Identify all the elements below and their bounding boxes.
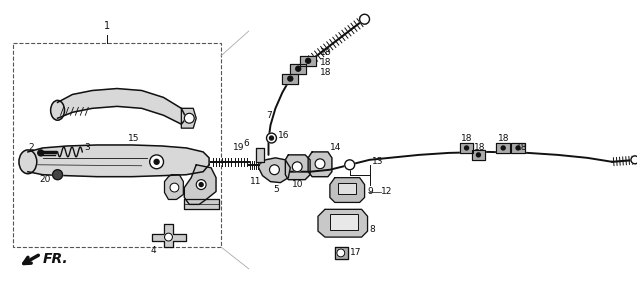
- Polygon shape: [291, 64, 306, 74]
- Text: 15: 15: [128, 134, 140, 142]
- Text: 7: 7: [267, 111, 273, 120]
- Text: 17: 17: [349, 249, 361, 257]
- Text: 16: 16: [278, 131, 290, 140]
- Text: 18: 18: [516, 144, 527, 152]
- Circle shape: [337, 249, 345, 257]
- Circle shape: [52, 170, 63, 180]
- Text: 18: 18: [474, 144, 485, 152]
- Polygon shape: [472, 150, 485, 160]
- Text: 3: 3: [84, 144, 90, 152]
- Polygon shape: [282, 74, 298, 84]
- Polygon shape: [58, 89, 186, 124]
- Text: 10: 10: [291, 180, 303, 189]
- Text: 18: 18: [461, 134, 472, 142]
- Text: 8: 8: [369, 225, 375, 234]
- Text: 9: 9: [367, 187, 373, 196]
- Bar: [13, 43, 221, 247]
- Text: 4: 4: [151, 247, 157, 255]
- Circle shape: [164, 233, 172, 241]
- Polygon shape: [330, 178, 365, 202]
- Polygon shape: [460, 143, 474, 153]
- Circle shape: [269, 136, 273, 140]
- Polygon shape: [164, 175, 183, 199]
- Bar: [330, 214, 358, 230]
- Text: 11: 11: [250, 177, 261, 186]
- Polygon shape: [28, 145, 209, 177]
- Circle shape: [170, 183, 179, 192]
- Polygon shape: [511, 143, 525, 153]
- Polygon shape: [308, 152, 332, 177]
- Polygon shape: [318, 209, 367, 237]
- Text: 18: 18: [320, 48, 332, 57]
- Bar: [338, 183, 356, 194]
- Circle shape: [288, 76, 292, 81]
- Polygon shape: [184, 165, 216, 204]
- Circle shape: [465, 146, 468, 150]
- Circle shape: [476, 153, 481, 157]
- Polygon shape: [300, 56, 316, 66]
- Polygon shape: [184, 199, 219, 209]
- Text: 14: 14: [330, 144, 341, 152]
- Polygon shape: [335, 247, 348, 259]
- Circle shape: [360, 14, 369, 24]
- Circle shape: [345, 160, 355, 170]
- Ellipse shape: [51, 100, 65, 120]
- Polygon shape: [285, 155, 310, 180]
- Polygon shape: [152, 224, 186, 247]
- Circle shape: [52, 170, 63, 180]
- Text: 19: 19: [233, 144, 244, 152]
- Text: 20: 20: [39, 175, 51, 184]
- Text: 12: 12: [381, 187, 393, 196]
- Circle shape: [196, 180, 206, 190]
- Polygon shape: [259, 158, 291, 183]
- Circle shape: [631, 156, 639, 164]
- Circle shape: [266, 133, 276, 143]
- Circle shape: [150, 155, 164, 169]
- Circle shape: [38, 150, 44, 156]
- Text: 18: 18: [497, 134, 509, 142]
- Circle shape: [154, 159, 159, 164]
- Circle shape: [199, 183, 203, 186]
- Text: 18: 18: [320, 68, 332, 77]
- Circle shape: [306, 58, 310, 63]
- Text: 5: 5: [273, 185, 279, 194]
- Circle shape: [501, 146, 505, 150]
- Circle shape: [315, 159, 325, 169]
- Text: 13: 13: [371, 157, 383, 166]
- Text: 18: 18: [320, 58, 332, 67]
- Circle shape: [269, 165, 280, 175]
- Polygon shape: [255, 148, 264, 162]
- Circle shape: [184, 113, 194, 123]
- Text: 1: 1: [104, 21, 110, 31]
- Polygon shape: [496, 143, 510, 153]
- Ellipse shape: [19, 150, 36, 174]
- Text: 6: 6: [243, 140, 249, 148]
- Polygon shape: [181, 108, 196, 128]
- Text: 2: 2: [28, 144, 34, 152]
- Circle shape: [296, 66, 301, 71]
- Text: FR.: FR.: [43, 252, 68, 266]
- Circle shape: [516, 146, 520, 150]
- Circle shape: [292, 162, 302, 172]
